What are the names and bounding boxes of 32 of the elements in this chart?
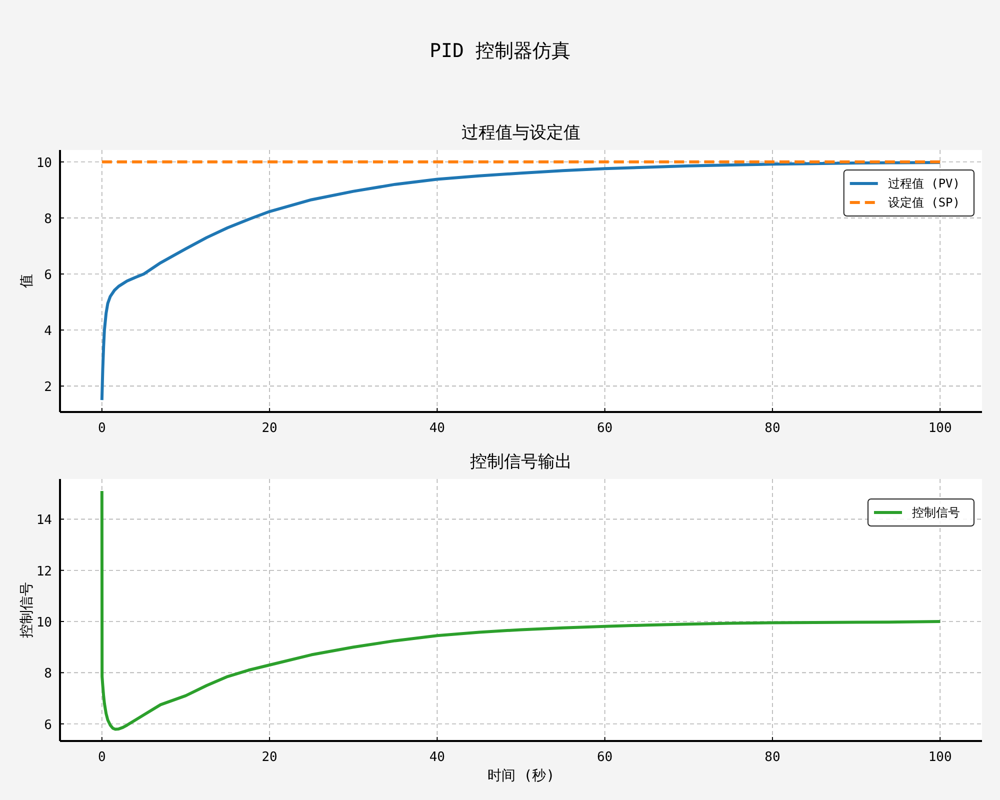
x-tick-label: 80 bbox=[764, 421, 780, 436]
y-tick-label: 10 bbox=[36, 156, 52, 171]
x-tick-label: 0 bbox=[98, 421, 106, 436]
legend-label: 设定值 (SP) bbox=[888, 196, 960, 210]
x-tick-label: 40 bbox=[429, 421, 446, 436]
x-tick-label: 0 bbox=[98, 750, 106, 765]
legend-label: 过程值 (PV) bbox=[888, 176, 960, 190]
x-tick-label: 60 bbox=[596, 421, 613, 436]
x-tick-label: 60 bbox=[596, 750, 613, 765]
y-tick-label: 14 bbox=[36, 513, 52, 528]
chart-title: 控制信号输出 bbox=[470, 452, 572, 472]
y-tick-label: 12 bbox=[36, 564, 52, 580]
x-tick-label: 20 bbox=[262, 421, 278, 436]
y-tick-label: 2 bbox=[44, 380, 52, 396]
x-tick-label: 100 bbox=[928, 421, 952, 436]
y-axis-title: 控制信号 bbox=[19, 582, 35, 638]
y-tick-label: 10 bbox=[36, 616, 52, 631]
y-axis-title: 值 bbox=[19, 274, 35, 288]
x-axis-title: 时间 (秒) bbox=[487, 768, 555, 784]
legend-label: 控制信号 bbox=[912, 506, 960, 520]
legend: 控制信号 bbox=[868, 498, 974, 526]
text: PID 控制器仿真 bbox=[430, 40, 570, 62]
y-tick-label: 6 bbox=[44, 268, 52, 283]
x-tick-label: 100 bbox=[928, 750, 952, 765]
x-tick-label: 20 bbox=[262, 750, 278, 765]
y-tick-label: 8 bbox=[44, 666, 52, 682]
chart-title: 过程值与设定值 bbox=[462, 123, 580, 143]
x-tick-label: 80 bbox=[764, 750, 780, 765]
x-tick-label: 40 bbox=[429, 750, 446, 765]
y-tick-label: 6 bbox=[44, 718, 52, 733]
y-tick-label: 8 bbox=[44, 212, 52, 227]
y-tick-label: 4 bbox=[44, 324, 52, 340]
